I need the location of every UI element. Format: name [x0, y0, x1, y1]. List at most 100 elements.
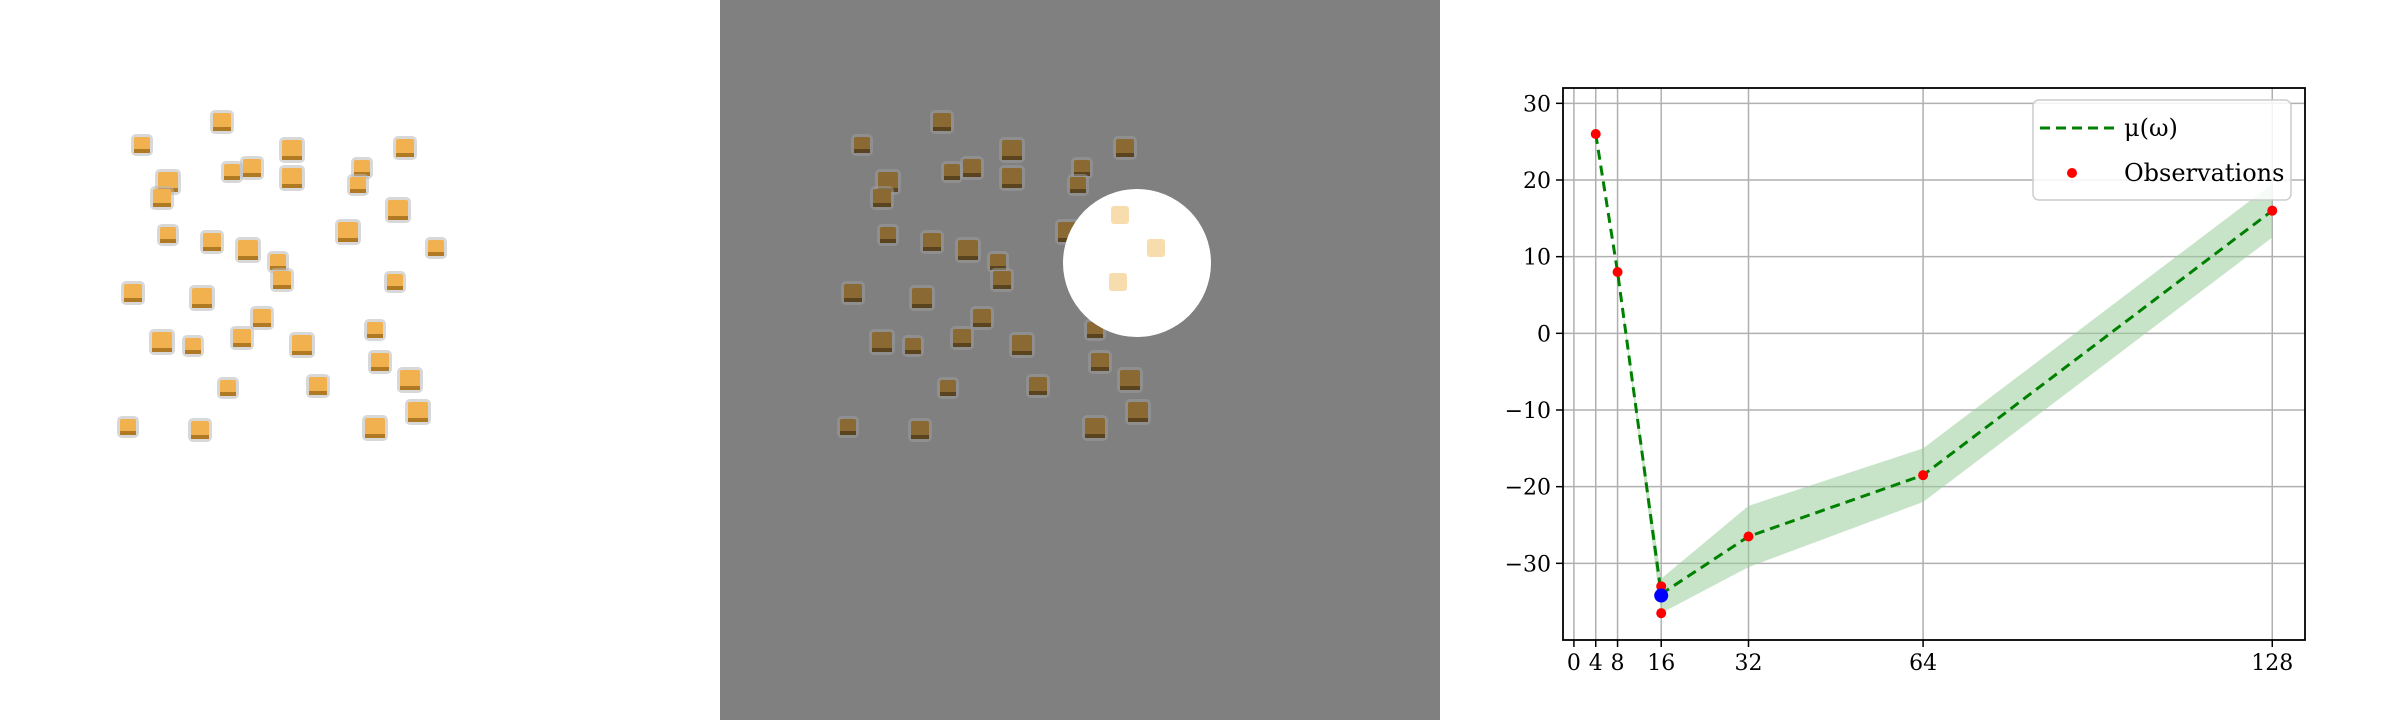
cube-object — [117, 416, 139, 438]
plot-frame — [1562, 87, 2306, 641]
cube-object — [930, 110, 954, 134]
cube-object — [999, 165, 1025, 191]
cube-object — [188, 418, 212, 442]
cube-object — [347, 174, 369, 196]
scene-background — [0, 0, 720, 720]
observation-point — [1612, 267, 1623, 277]
confidence-band — [1595, 134, 2273, 614]
cube-object — [397, 367, 423, 393]
cube-object — [870, 186, 894, 210]
cube-object — [364, 319, 386, 341]
observation-point — [1743, 531, 1754, 542]
legend-point-swatch — [2067, 168, 2077, 178]
cube-object — [149, 329, 175, 355]
cube-object — [908, 418, 932, 442]
cube-object — [1026, 374, 1050, 398]
observation-point — [1656, 581, 1667, 592]
cube-object — [121, 281, 145, 305]
cube-object — [384, 271, 406, 293]
cube-object — [990, 268, 1014, 292]
cube-object — [851, 134, 873, 156]
cube-object — [270, 268, 294, 292]
x-tick-label: 8 — [1611, 651, 1625, 676]
scene-original-image — [0, 0, 720, 720]
cube-object — [306, 374, 330, 398]
cube-object — [841, 281, 865, 305]
cube-object — [405, 399, 431, 425]
y-tick-label: −20 — [1505, 476, 1551, 501]
cube-object — [385, 197, 411, 223]
cube-object — [368, 350, 392, 374]
cube-object — [1067, 174, 1089, 196]
x-tick-label: 0 — [1567, 651, 1581, 676]
legend-box — [2032, 99, 2292, 201]
cube-object — [182, 335, 204, 357]
y-tick-label: 20 — [1523, 169, 1551, 194]
cube-object — [1113, 136, 1137, 160]
cube-object — [279, 137, 305, 163]
observation-point — [1656, 608, 1667, 619]
scene-original-panel — [0, 0, 720, 720]
series-line-mu — [1594, 133, 2274, 597]
x-tick-label: 32 — [1735, 651, 1763, 676]
cube-object — [1082, 415, 1108, 441]
x-tick-label: 128 — [2251, 651, 2293, 676]
observation-point — [2267, 205, 2278, 216]
cube-object-highlighted — [1109, 273, 1127, 291]
cube-object — [970, 306, 994, 330]
cube-object — [937, 377, 959, 399]
cube-object — [279, 165, 305, 191]
legend-label-observations: Observations — [2124, 159, 2284, 187]
x-tick-label: 64 — [1909, 651, 1937, 676]
cube-object — [999, 137, 1025, 163]
y-tick-label: −10 — [1505, 399, 1551, 424]
highlight-circle — [1063, 189, 1211, 337]
cube-object — [920, 230, 944, 254]
cube-object — [210, 110, 234, 134]
cube-object — [289, 332, 315, 358]
surrogate-plot-panel: 0 4 8 16 32 64 128 30 20 10 0 −10 −20 −30 μ(ω) Observ… — [1440, 0, 2400, 720]
cube-object — [869, 329, 895, 355]
cube-object — [221, 161, 243, 183]
legend: μ(ω) Observations — [2032, 99, 2292, 201]
cube-object — [950, 326, 974, 350]
cube-object — [1125, 399, 1151, 425]
cube-object-highlighted — [1147, 239, 1165, 257]
x-tick-label: 16 — [1647, 651, 1675, 676]
scene-masked-panel — [720, 0, 1440, 720]
scene-masked-image — [720, 0, 1440, 720]
cube-object — [362, 415, 388, 441]
cube-object — [157, 224, 179, 246]
cube-object — [230, 326, 254, 350]
cube-object — [960, 156, 984, 180]
cube-object — [235, 237, 261, 263]
legend-label-mu: μ(ω) — [2124, 114, 2178, 142]
y-tick-label: −30 — [1505, 552, 1551, 577]
cube-object — [240, 156, 264, 180]
cube-object — [335, 219, 361, 245]
cube-object — [217, 377, 239, 399]
observation-point — [1918, 470, 1929, 481]
cube-object — [1009, 332, 1035, 358]
cube-object — [189, 285, 215, 311]
cube-object — [425, 237, 447, 259]
cube-object — [250, 306, 274, 330]
y-tick-label: 10 — [1523, 246, 1551, 271]
cube-object — [150, 186, 174, 210]
cube-object — [909, 285, 935, 311]
y-tick-label: 0 — [1537, 322, 1551, 347]
current-point — [1654, 588, 1669, 603]
cube-object — [837, 416, 859, 438]
cube-object — [200, 230, 224, 254]
scene-background — [720, 0, 1440, 720]
cube-object — [902, 335, 924, 357]
y-tick-label: 30 — [1523, 92, 1551, 117]
x-tick-label: 4 — [1589, 651, 1603, 676]
cube-object — [131, 134, 153, 156]
cube-object — [1088, 350, 1112, 374]
observation-point — [1590, 129, 1601, 139]
cube-object — [877, 224, 899, 246]
cube-object — [1117, 367, 1143, 393]
cube-object — [393, 136, 417, 160]
